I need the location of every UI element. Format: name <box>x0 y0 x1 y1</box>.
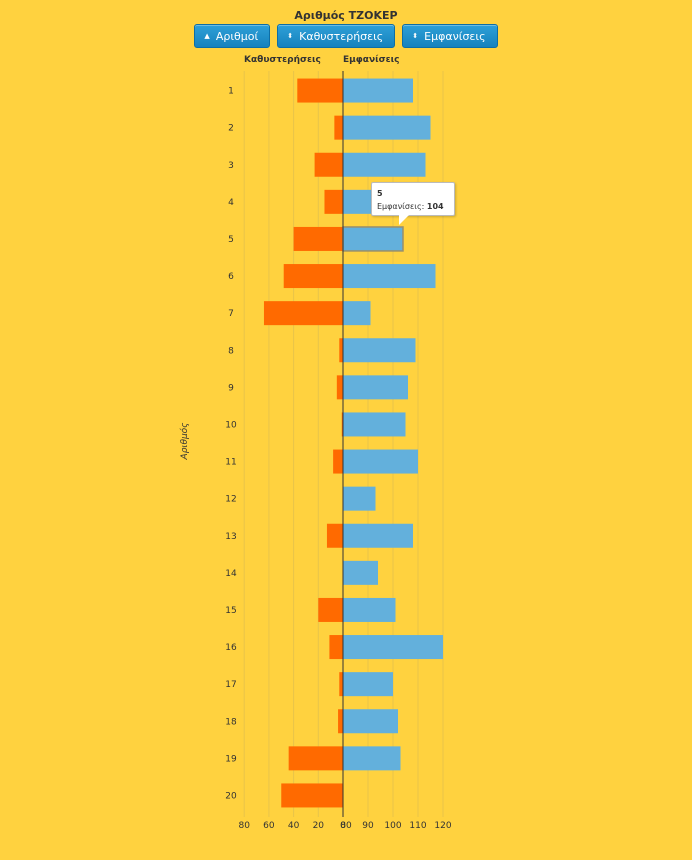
left-tick-label: 40 <box>288 821 300 831</box>
delays-header: Καθυστερήσεις <box>244 55 321 65</box>
category-label: 17 <box>225 680 236 690</box>
delays-bar <box>324 189 343 214</box>
bar-tooltip: 5 Εμφανίσεις: 104 <box>371 182 455 216</box>
appearances-bar <box>343 412 406 437</box>
sort-both-icon: ⬍ <box>287 31 294 40</box>
sort-both-icon: ⬍ <box>412 31 419 40</box>
right-tick-label: 80 <box>340 821 352 831</box>
appearances-bar <box>343 78 413 103</box>
category-label: 6 <box>228 272 234 282</box>
delays-bar <box>333 449 343 474</box>
category-label: 5 <box>228 235 234 245</box>
appearances-bar <box>343 523 413 548</box>
sort-by-number-button[interactable]: ▲ Αριθμοί <box>194 24 271 48</box>
category-label: 10 <box>225 420 237 430</box>
category-label: 15 <box>225 606 236 616</box>
category-label: 11 <box>225 458 236 468</box>
appearances-bar <box>343 152 426 177</box>
delays-bar <box>329 635 343 660</box>
delays-bar <box>297 78 343 103</box>
appearances-bar <box>343 449 418 474</box>
appearances-bar <box>343 301 371 326</box>
category-label: 4 <box>228 198 234 208</box>
left-tick-label: 80 <box>238 821 250 831</box>
appearances-bar <box>343 375 408 400</box>
right-tick-label: 90 <box>362 821 374 831</box>
tooltip-label: Εμφανίσεις: <box>377 202 425 211</box>
tooltip-number: 5 <box>377 189 383 198</box>
category-label: 1 <box>228 87 234 97</box>
delays-bar <box>314 152 343 177</box>
delays-bar <box>326 523 343 548</box>
delays-bar <box>334 115 343 140</box>
appearances-bar <box>343 264 436 289</box>
appearances-bar <box>343 115 431 140</box>
right-tick-label: 100 <box>384 821 401 831</box>
chart-title: Αριθμός ΤΖΟΚΕΡ <box>294 9 398 22</box>
delays-bar <box>288 746 343 771</box>
category-label: 20 <box>225 791 237 801</box>
delays-bar <box>338 709 343 734</box>
sort-by-appearances-button[interactable]: ⬍ Εμφανίσεις <box>402 24 498 48</box>
category-label: 8 <box>228 346 234 356</box>
right-tick-label: 110 <box>409 821 426 831</box>
sort-by-delays-button[interactable]: ⬍ Καθυστερήσεις <box>277 24 396 48</box>
sort-by-delays-label: Καθυστερήσεις <box>299 29 384 43</box>
tooltip-pointer <box>399 215 409 225</box>
delays-bar <box>263 301 343 326</box>
appearances-bar <box>343 338 416 363</box>
appearances-header: Εμφανίσεις <box>343 55 400 65</box>
category-label: 13 <box>225 532 236 542</box>
right-tick-label: 120 <box>434 821 451 831</box>
appearances-bar <box>343 486 376 511</box>
appearances-bar <box>343 560 378 585</box>
appearances-bar <box>342 226 404 252</box>
delays-bar <box>293 226 343 251</box>
category-label: 16 <box>225 643 237 653</box>
category-label: 3 <box>228 161 234 171</box>
delays-bar <box>339 338 343 363</box>
category-label: 12 <box>225 495 236 505</box>
category-label: 14 <box>225 569 237 579</box>
category-label: 18 <box>225 717 237 727</box>
category-label: 9 <box>228 383 234 393</box>
delays-bar <box>336 375 343 400</box>
delays-bar <box>318 597 343 622</box>
appearances-bar <box>343 635 443 660</box>
category-label: 19 <box>225 754 237 764</box>
category-label: 7 <box>228 309 234 319</box>
sort-asc-icon: ▲ <box>204 31 210 40</box>
appearances-bar <box>343 709 398 734</box>
category-label: 2 <box>228 124 234 134</box>
sort-by-appearances-label: Εμφανίσεις <box>424 29 486 43</box>
delays-bar <box>281 783 343 808</box>
delays-bar <box>283 264 343 289</box>
left-tick-label: 20 <box>313 821 325 831</box>
delays-bar <box>339 672 343 697</box>
left-tick-label: 0 <box>340 821 346 831</box>
appearances-bar <box>343 597 396 622</box>
left-tick-label: 60 <box>263 821 275 831</box>
sort-by-number-label: Αριθμοί <box>215 29 259 43</box>
appearances-bar <box>343 672 393 697</box>
delays-bar <box>341 412 343 437</box>
tooltip-value: 104 <box>426 202 444 211</box>
appearances-bar <box>343 746 401 771</box>
sort-button-bar: ▲ Αριθμοί ⬍ Καθυστερήσεις ⬍ Εμφανίσεις <box>0 24 692 48</box>
